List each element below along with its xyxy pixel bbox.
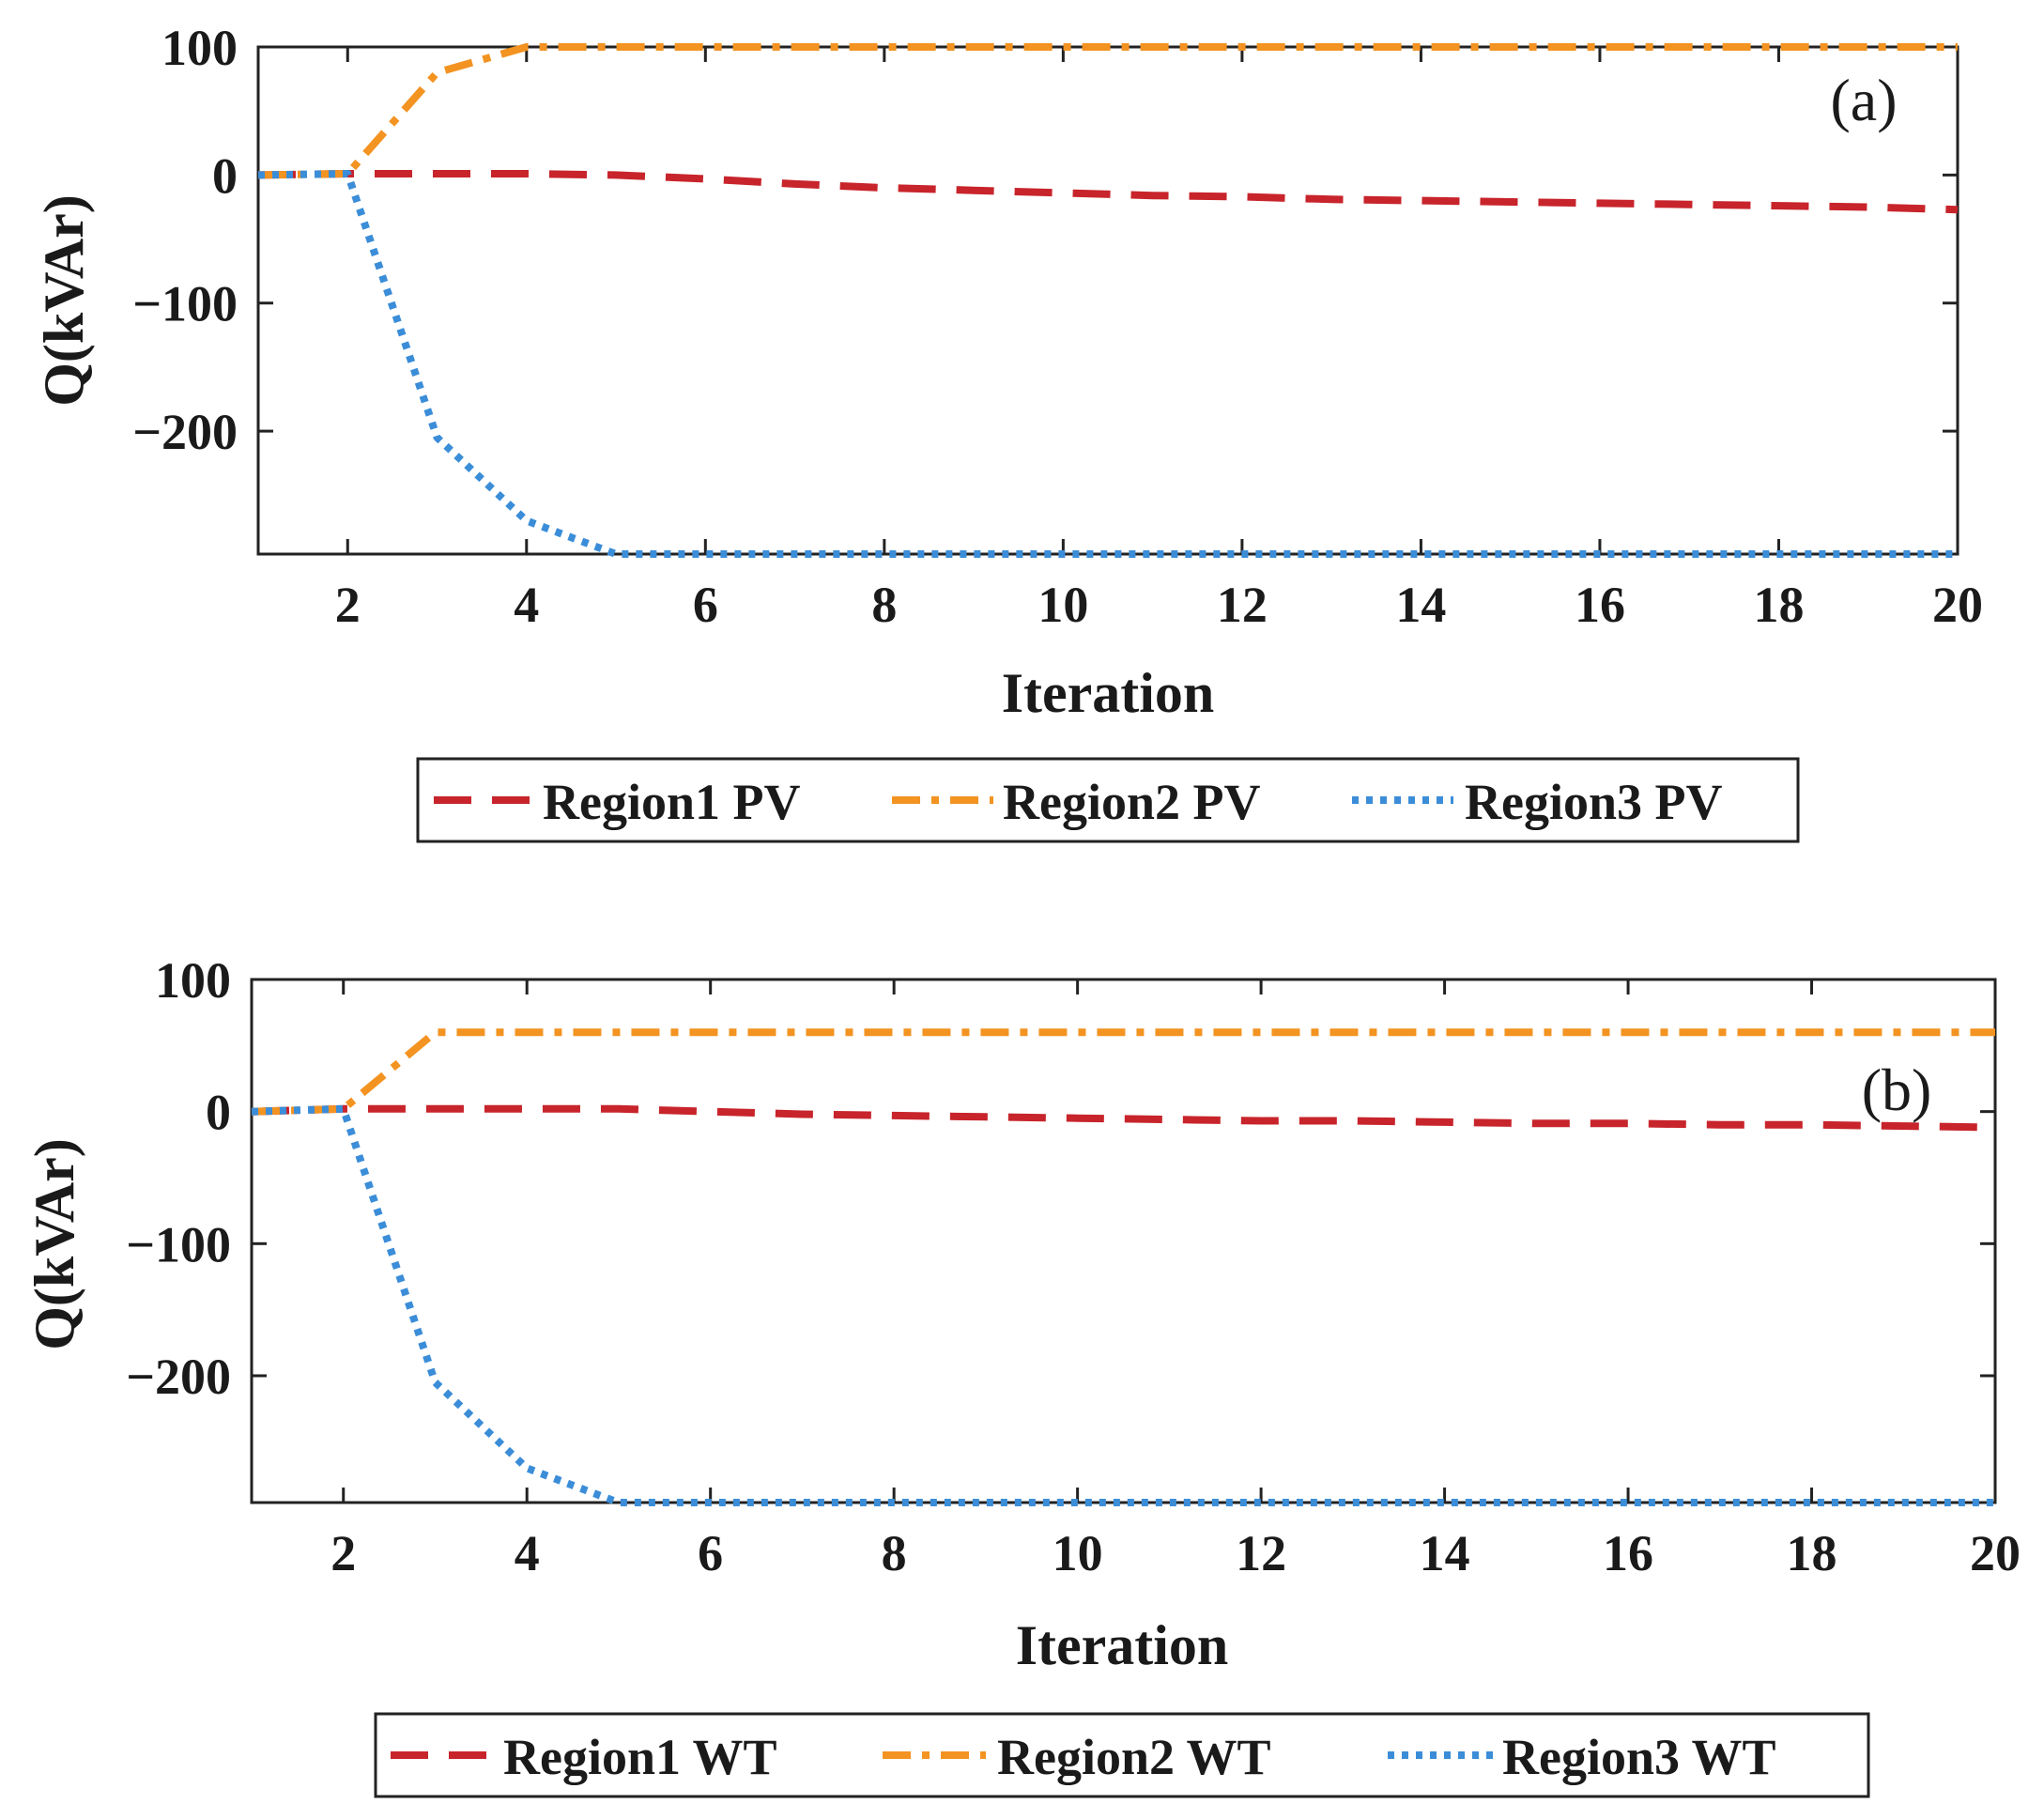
- legend-label-a-2: Region3 PV: [1465, 774, 1722, 830]
- x-tick-label-a-6: 14: [1395, 577, 1446, 633]
- x-tick-label-b-1: 4: [515, 1525, 540, 1581]
- series-line-b-2: [251, 1028, 1995, 1116]
- series-b: [251, 1028, 1996, 1506]
- x-tick-label-b-6: 14: [1420, 1525, 1470, 1581]
- legend-label-b-2: Region3 WT: [1502, 1729, 1776, 1785]
- chart-a: 2 4 6 8 10 12 14 16 18 20 100 0 −100 −200 (a) Q(kVAr)…: [33, 20, 1983, 843]
- plot-area-b: [250, 978, 1997, 1504]
- x-tick-label-a-5: 12: [1217, 577, 1268, 633]
- x-tick-label-a-2: 6: [693, 577, 718, 633]
- y-tick-label-b-0: 100: [155, 952, 231, 1009]
- series-line-a-2: [257, 43, 1958, 179]
- panel-label-b: (b): [1862, 1056, 1932, 1123]
- legend-a: Region1 PV Region2 PV Region3 PV: [416, 757, 1800, 843]
- x-tick-label-b-2: 6: [698, 1525, 723, 1581]
- x-tick-label-a-9: 20: [1932, 577, 1983, 633]
- y-tick-label-a-3: −200: [132, 404, 238, 460]
- x-tick-label-b-5: 12: [1236, 1525, 1286, 1581]
- y-tick-label-b-2: −100: [126, 1216, 231, 1272]
- chart-b: 2 4 6 8 10 12 14 16 18 20 100 0 −100 −200 (b) Q(kVAr)…: [23, 952, 2021, 1798]
- panel-label-a: (a): [1830, 67, 1897, 133]
- x-tick-label-a-4: 10: [1037, 577, 1088, 633]
- y-tick-label-a-1: 0: [212, 147, 238, 204]
- series-line-b-3: [251, 1104, 1995, 1506]
- x-axis-title-a: Iteration: [1002, 662, 1215, 724]
- x-tick-label-b-0: 2: [330, 1525, 356, 1581]
- x-tick-label-b-3: 8: [882, 1525, 907, 1581]
- x-tick-label-a-0: 2: [335, 577, 361, 633]
- x-tick-label-b-4: 10: [1053, 1525, 1103, 1581]
- legend-box-a: [416, 757, 1800, 843]
- x-tick-label-b-9: 20: [1970, 1525, 2021, 1581]
- x-axis-title-b: Iteration: [1016, 1614, 1229, 1676]
- x-tick-label-b-7: 16: [1603, 1525, 1653, 1581]
- x-tick-label-a-7: 16: [1575, 577, 1625, 633]
- legend-label-b-0: Region1 WT: [503, 1729, 777, 1785]
- y-tick-label-a-0: 100: [161, 20, 238, 76]
- plot-area-a: [256, 45, 1959, 556]
- legend-label-a-1: Region2 PV: [1003, 774, 1260, 830]
- y-tick-label-b-1: 0: [206, 1085, 231, 1141]
- tick-labels-b: 2 4 6 8 10 12 14 16 18 20 100 0 −100 −200: [126, 952, 2021, 1581]
- legend-b: Region1 WT Region2 WT Region3 WT: [374, 1712, 1870, 1798]
- x-tick-label-a-8: 18: [1753, 577, 1804, 633]
- y-axis-title-a: Q(kVAr): [33, 194, 95, 407]
- legend-label-b-1: Region2 WT: [997, 1729, 1271, 1785]
- legend-box-b: [374, 1712, 1870, 1798]
- tick-labels-a: 2 4 6 8 10 12 14 16 18 20 100 0 −100 −200: [132, 20, 1983, 633]
- legend-label-a-0: Region1 PV: [543, 774, 800, 830]
- x-tick-label-a-3: 8: [871, 577, 897, 633]
- y-tick-label-a-2: −100: [132, 276, 238, 332]
- series-line-a-1: [257, 170, 1959, 214]
- x-tick-label-a-1: 4: [514, 577, 539, 633]
- y-tick-label-b-3: −200: [126, 1349, 231, 1405]
- x-tick-label-b-8: 18: [1787, 1525, 1837, 1581]
- series-a: [257, 43, 1959, 558]
- y-axis-title-b: Q(kVAr): [23, 1138, 85, 1350]
